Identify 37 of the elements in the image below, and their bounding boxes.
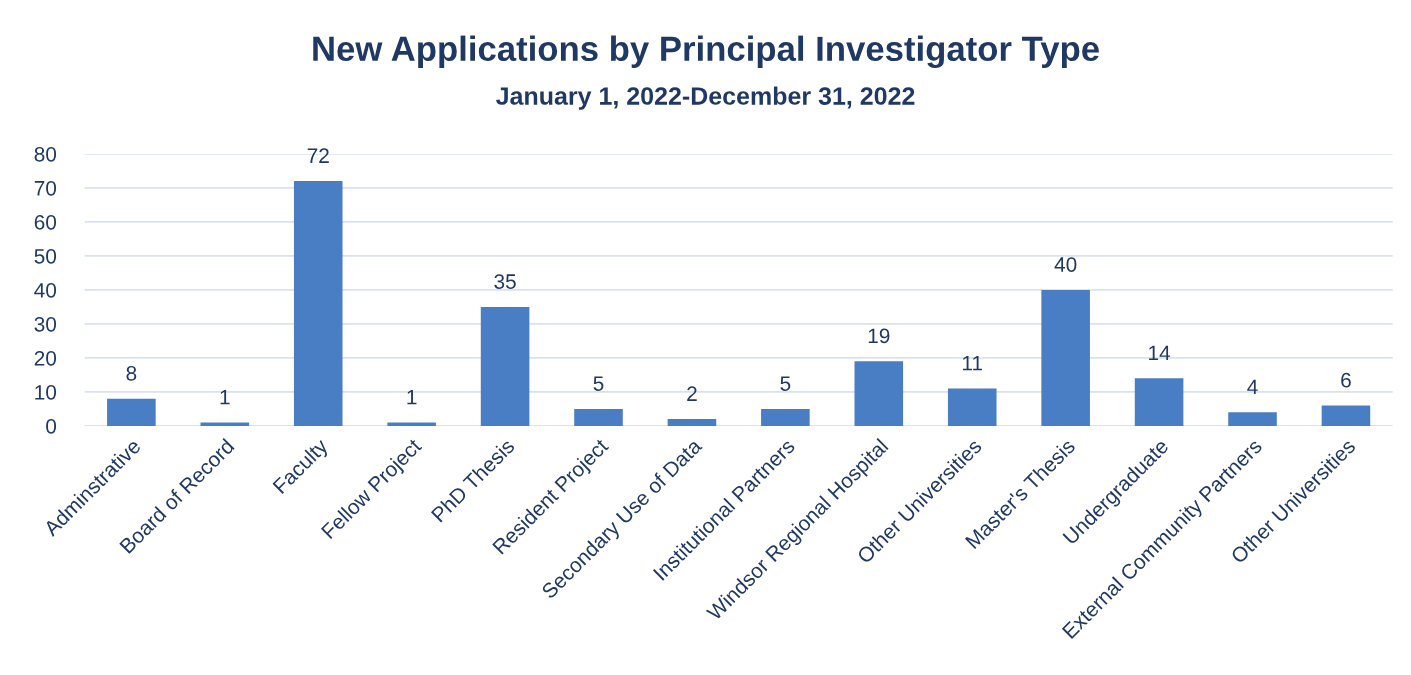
bar <box>1321 405 1371 426</box>
data-label: 4 <box>1247 379 1258 395</box>
bar <box>293 181 343 426</box>
y-tick-label: 0 <box>46 418 57 434</box>
data-label: 5 <box>593 376 604 391</box>
data-label: 1 <box>220 389 230 405</box>
y-tick-label: 70 <box>34 180 57 196</box>
bar <box>1228 412 1277 426</box>
bar <box>1134 378 1184 426</box>
bar <box>667 419 717 426</box>
bar <box>480 306 530 426</box>
y-tick-label: 10 <box>35 384 57 400</box>
chart-subtitle: January 1, 2022-December 31, 2022 <box>496 86 915 110</box>
y-tick-label: 30 <box>34 316 57 332</box>
y-tick-label: 80 <box>34 146 57 162</box>
data-label: 1 <box>407 389 417 405</box>
data-label: 40 <box>1054 257 1077 272</box>
bar <box>1041 289 1090 426</box>
bar <box>761 408 810 426</box>
data-label: 11 <box>963 355 983 371</box>
y-tick-label: 20 <box>34 350 57 366</box>
bar <box>574 408 623 426</box>
data-label: 2 <box>687 386 697 401</box>
data-label: 8 <box>126 365 137 381</box>
data-label: 5 <box>780 376 791 391</box>
bar <box>107 398 156 426</box>
data-label: 72 <box>307 148 329 163</box>
y-tick-label: 50 <box>34 248 57 264</box>
data-label: 35 <box>494 274 516 289</box>
data-label: 19 <box>868 328 890 344</box>
bar <box>854 361 904 426</box>
y-tick-label: 40 <box>34 282 57 298</box>
bar <box>947 388 997 426</box>
data-label: 6 <box>1341 372 1351 388</box>
y-tick-label: 60 <box>34 214 57 230</box>
data-label: 14 <box>1149 345 1171 361</box>
chart-title: New Applications by Principal Investigator Type <box>313 35 1099 69</box>
